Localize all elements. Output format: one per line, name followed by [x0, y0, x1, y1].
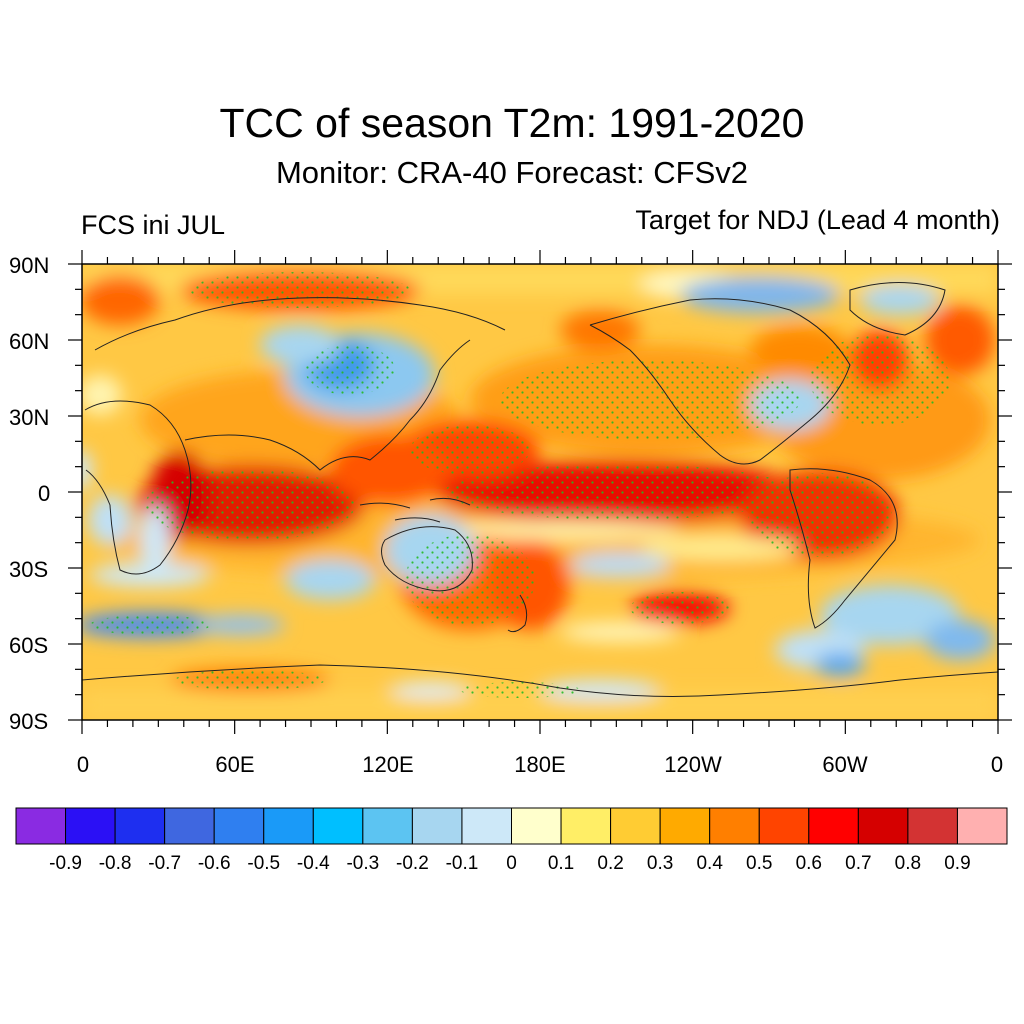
lat-label-60n: 60N [9, 329, 50, 354]
lat-label-eq: 0 [38, 481, 51, 506]
colorbar [15, 807, 1008, 845]
colorbar-tick-label: -0.7 [148, 853, 182, 874]
lon-label-180e: 180E [514, 752, 566, 777]
colorbar-tick-label: 0.3 [646, 853, 674, 874]
colorbar-swatch [907, 807, 958, 845]
colorbar-tick-label: -0.2 [396, 853, 429, 874]
lon-label-0: 0 [76, 752, 90, 777]
colorbar-swatch [114, 807, 166, 845]
chart-subtitle: Monitor: CRA-40 Forecast: CFSv2 [275, 155, 749, 190]
lon-label-60e: 60E [215, 752, 255, 777]
colorbar-tick-label: 0.1 [547, 853, 575, 874]
colorbar-tick-label: 0.9 [944, 853, 971, 874]
colorbar-tick-label: -0.5 [247, 853, 281, 874]
colorbar-tick-label: -0.9 [49, 853, 82, 874]
colorbar-swatch [511, 807, 562, 845]
lat-label-30s: 30S [9, 557, 49, 582]
init-label: FCS ini JUL [81, 210, 226, 240]
colorbar-tick-label: -0.1 [445, 853, 479, 874]
colorbar-swatch [312, 807, 364, 845]
colorbar-tick-label: 0.5 [746, 853, 773, 874]
colorbar-tick-label: -0.6 [197, 853, 231, 874]
colorbar-tick-label: -0.8 [98, 853, 132, 874]
colorbar-tick-label: -0.4 [296, 853, 330, 874]
lon-label-60w: 60W [822, 752, 868, 777]
colorbar-swatch [610, 807, 661, 845]
colorbar-swatch [659, 807, 711, 845]
colorbar-swatch [560, 807, 612, 845]
colorbar-swatch [362, 807, 413, 845]
colorbar-swatch [213, 807, 265, 845]
target-label: Target for NDJ (Lead 4 month) [635, 205, 1000, 235]
chart-title: TCC of season T2m: 1991-2020 [219, 100, 805, 146]
colorbar-swatch [411, 807, 463, 845]
colorbar-swatch [709, 807, 760, 845]
colorbar-tick-label: 0.8 [894, 853, 922, 874]
colorbar-swatch [164, 807, 215, 845]
colorbar-tick-label: 0.4 [696, 853, 723, 874]
colorbar-tick-label: 0 [506, 853, 517, 874]
colorbar-tick-label: -0.3 [346, 853, 380, 874]
colorbar-swatch [15, 807, 67, 845]
coastlines [82, 282, 998, 697]
colorbar-swatch [65, 807, 116, 845]
lat-label-90s: 90S [9, 709, 49, 734]
lon-label-0-end: 0 [990, 752, 1004, 777]
colorbar-swatch [857, 807, 909, 845]
colorbar-swatch [808, 807, 859, 845]
colorbar-swatch [263, 807, 314, 845]
lat-label-60s: 60S [9, 633, 49, 658]
colorbar-swatch [758, 807, 810, 845]
map-field [82, 264, 998, 720]
axis-ticks [68, 250, 1012, 734]
colorbar-tick-label: 0.7 [845, 853, 872, 874]
lat-label-90n: 90N [9, 253, 50, 278]
lon-label-120e: 120E [362, 752, 414, 777]
colorbar-tick-label: 0.6 [795, 853, 823, 874]
colorbar-tick-label: 0.2 [597, 853, 624, 874]
lon-label-120w: 120W [664, 752, 722, 777]
lat-label-30n: 30N [9, 405, 50, 430]
colorbar-swatch [461, 807, 513, 845]
colorbar-swatch [956, 807, 1008, 845]
